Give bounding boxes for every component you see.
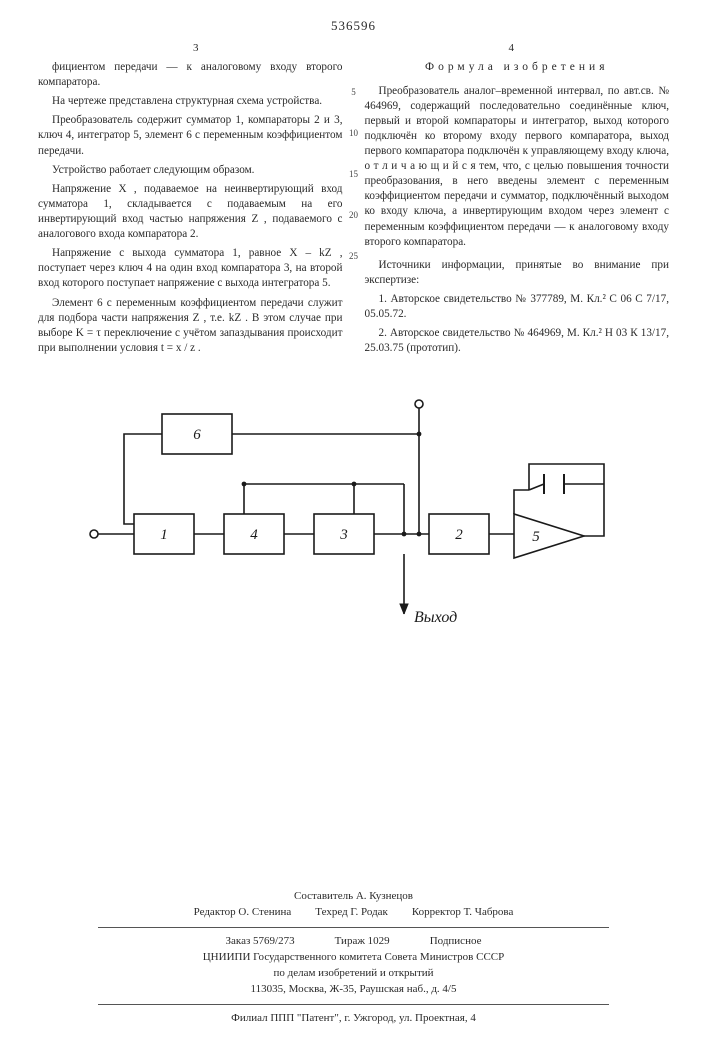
para: Напряжение X , подаваемое на неинвертиру… [38, 182, 343, 242]
imprint-footer: Составитель А. Кузнецов Редактор О. Стен… [38, 889, 669, 1027]
editor: Редактор О. Стенина [194, 905, 292, 921]
address: Филиал ППП "Патент", г. Ужгород, ул. Про… [38, 1011, 669, 1027]
tirazh: Тираж 1029 [335, 934, 390, 950]
svg-text:6: 6 [193, 427, 201, 443]
column-numbers: 3 4 [38, 42, 669, 54]
para: Элемент 6 с переменным коэффициентом пер… [38, 296, 343, 356]
line-mark: 15 [345, 169, 363, 179]
svg-text:4: 4 [250, 527, 258, 543]
order-no: Заказ 5769/273 [226, 934, 295, 950]
left-column: фициентом передачи — к аналоговому входу… [38, 60, 343, 360]
sep-line [98, 1004, 609, 1005]
para: На чертеже представлена структурная схем… [38, 94, 343, 109]
right-column: Формула изобретения Преобразователь анал… [365, 60, 670, 360]
corrector: Корректор Т. Чаброва [412, 905, 513, 921]
compiler: Составитель А. Кузнецов [38, 889, 669, 905]
signed: Подписное [430, 934, 482, 950]
org-line: ЦНИИПИ Государственного комитета Совета … [38, 950, 669, 966]
doc-number: 536596 [38, 18, 669, 34]
svg-text:5: 5 [532, 529, 540, 545]
svg-text:2: 2 [455, 527, 463, 543]
line-mark: 25 [345, 251, 363, 261]
source-item: 1. Авторское свидетельство № 377789, М. … [365, 292, 670, 322]
svg-text:3: 3 [339, 527, 348, 543]
para: Устройство работает следующим образом. [38, 163, 343, 178]
page: 536596 3 4 5 10 15 20 25 фициентом перед… [0, 0, 707, 1057]
col-left-num: 3 [38, 42, 354, 54]
col-right-num: 4 [354, 42, 670, 54]
org-line: по делам изобретений и открытий [38, 966, 669, 982]
claim-title: Формула изобретения [365, 60, 670, 76]
para: фициентом передачи — к аналоговому входу… [38, 60, 343, 90]
sep-line [98, 927, 609, 928]
line-mark: 10 [345, 128, 363, 138]
para: Напряжение с выхода сумматора 1, равное … [38, 246, 343, 291]
svg-text:Выход: Выход [414, 609, 457, 626]
sources-title: Источники информации, принятые во вниман… [365, 258, 670, 288]
address: 113035, Москва, Ж-35, Раушская наб., д. … [38, 982, 669, 998]
para: Преобразователь аналог–временной интерва… [365, 84, 670, 250]
para: Преобразователь содержит сумматор 1, ком… [38, 113, 343, 158]
diagram-svg: Выход 6 1 4 3 2 5 [74, 384, 634, 644]
svg-text:1: 1 [160, 527, 168, 543]
line-mark: 5 [345, 87, 363, 97]
line-mark: 20 [345, 210, 363, 220]
source-item: 2. Авторское свидетельство № 464969, М. … [365, 326, 670, 356]
line-number-gutter: 5 10 15 20 25 [345, 56, 363, 292]
tech-editor: Техред Г. Родак [315, 905, 388, 921]
block-diagram: Выход 6 1 4 3 2 5 [74, 384, 634, 649]
